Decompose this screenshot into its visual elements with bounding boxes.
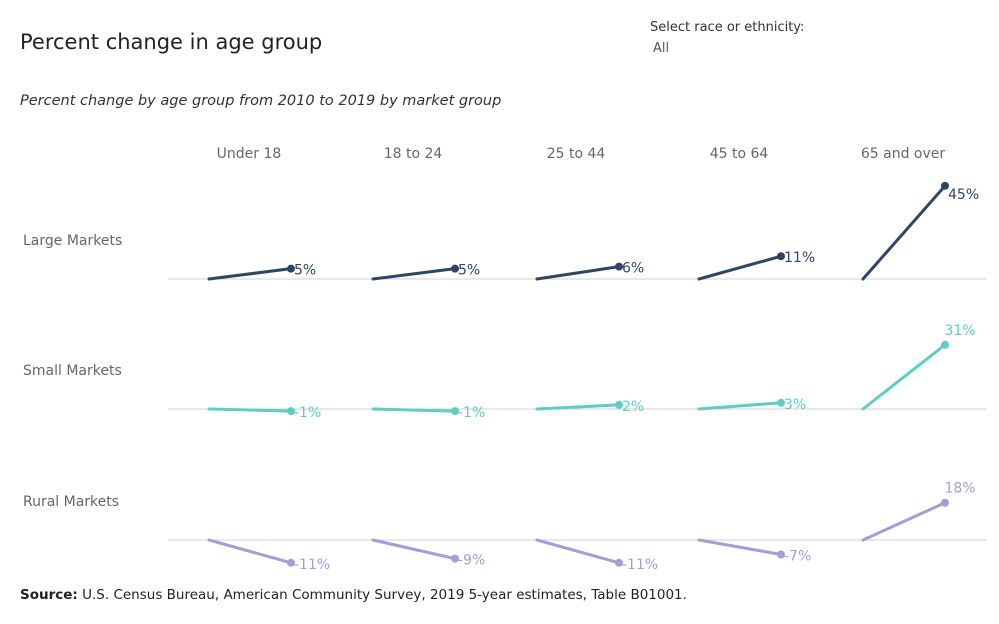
data-label-small-markets-18-to-24: -1% bbox=[458, 405, 485, 421]
data-label-large-markets-18-to-24: 5% bbox=[458, 263, 480, 279]
source-text: U.S. Census Bureau, American Community S… bbox=[82, 587, 687, 603]
data-point-large-markets-65-and-over bbox=[941, 181, 949, 190]
data-point-rural-markets-25-to-44 bbox=[615, 558, 623, 567]
slope-line-rural-markets-18-to-24 bbox=[371, 538, 457, 561]
chart-subtitle: Percent change by age group from 2010 to… bbox=[20, 93, 502, 109]
data-point-small-markets-25-to-44 bbox=[615, 400, 623, 409]
data-label-rural-markets-18-to-24: -9% bbox=[458, 553, 485, 569]
slope-line-small-markets-45-to-64 bbox=[697, 401, 783, 411]
data-label-large-markets-25-to-44: 6% bbox=[622, 261, 644, 277]
data-label-small-markets-25-to-44: 2% bbox=[622, 399, 644, 415]
data-label-large-markets-65-and-over: 45% bbox=[948, 187, 979, 203]
small-multiples-chart: Under 18 18 to 24 25 to 44 45 to 64 65 and o… bbox=[23, 146, 987, 573]
slope-line-rural-markets-under-18 bbox=[207, 538, 293, 565]
slope-line-large-markets-25-to-44 bbox=[535, 265, 621, 281]
data-point-rural-markets-18-to-24 bbox=[451, 554, 459, 563]
data-point-small-markets-18-to-24 bbox=[451, 407, 459, 416]
slope-line-small-markets-25-to-44 bbox=[535, 403, 621, 411]
column-header-under-18: Under 18 bbox=[217, 146, 282, 162]
row-label-large-markets: Large Markets bbox=[23, 233, 122, 249]
data-label-small-markets-under-18: -1% bbox=[294, 405, 321, 421]
data-point-small-markets-65-and-over bbox=[941, 340, 949, 349]
page-title: Percent change in age group bbox=[20, 30, 323, 54]
data-point-small-markets-under-18 bbox=[287, 407, 295, 416]
race-ethnicity-select[interactable]: All bbox=[653, 41, 670, 56]
column-header-45-to-64: 45 to 64 bbox=[710, 146, 769, 162]
data-point-rural-markets-65-and-over bbox=[941, 498, 949, 507]
slope-line-large-markets-65-and-over bbox=[861, 184, 947, 281]
slope-line-small-markets-under-18 bbox=[207, 407, 293, 413]
column-header-65-and-over: 65 and over bbox=[861, 146, 946, 162]
source-label: Source: bbox=[20, 587, 78, 603]
row-label-small-markets: Small Markets bbox=[23, 363, 122, 379]
data-point-large-markets-45-to-64 bbox=[777, 252, 785, 261]
data-label-small-markets-45-to-64: 3% bbox=[784, 397, 806, 413]
data-label-large-markets-under-18: 5% bbox=[294, 263, 316, 279]
data-label-rural-markets-under-18: -11% bbox=[294, 557, 330, 573]
data-point-rural-markets-under-18 bbox=[287, 558, 295, 567]
slope-line-rural-markets-45-to-64 bbox=[697, 538, 783, 556]
data-point-rural-markets-45-to-64 bbox=[777, 550, 785, 559]
slope-line-large-markets-18-to-24 bbox=[371, 267, 457, 281]
data-label-large-markets-45-to-64: 11% bbox=[784, 250, 815, 266]
data-label-rural-markets-25-to-44: -11% bbox=[622, 557, 658, 573]
data-point-large-markets-under-18 bbox=[287, 264, 295, 273]
data-point-large-markets-25-to-44 bbox=[615, 262, 623, 271]
data-point-large-markets-18-to-24 bbox=[451, 264, 459, 273]
data-point-small-markets-45-to-64 bbox=[777, 398, 785, 407]
column-header-18-to-24: 18 to 24 bbox=[384, 146, 443, 162]
filter-label: Select race or ethnicity: bbox=[650, 20, 805, 35]
race-ethnicity-filter[interactable]: Select race or ethnicity: All bbox=[650, 20, 804, 56]
source-note: Source: U.S. Census Bureau, American Com… bbox=[20, 587, 687, 603]
slope-line-large-markets-45-to-64 bbox=[697, 254, 783, 281]
data-label-rural-markets-45-to-64: -7% bbox=[784, 548, 811, 564]
slope-line-large-markets-under-18 bbox=[207, 267, 293, 281]
data-label-rural-markets-65-and-over: 18% bbox=[944, 481, 975, 497]
slope-line-rural-markets-25-to-44 bbox=[535, 538, 621, 565]
data-label-small-markets-65-and-over: 31% bbox=[944, 323, 975, 339]
slope-line-rural-markets-65-and-over bbox=[861, 501, 947, 542]
slope-line-small-markets-18-to-24 bbox=[371, 407, 457, 413]
slope-line-small-markets-65-and-over bbox=[861, 343, 947, 411]
row-label-rural-markets: Rural Markets bbox=[23, 494, 119, 510]
column-header-25-to-44: 25 to 44 bbox=[547, 146, 606, 162]
